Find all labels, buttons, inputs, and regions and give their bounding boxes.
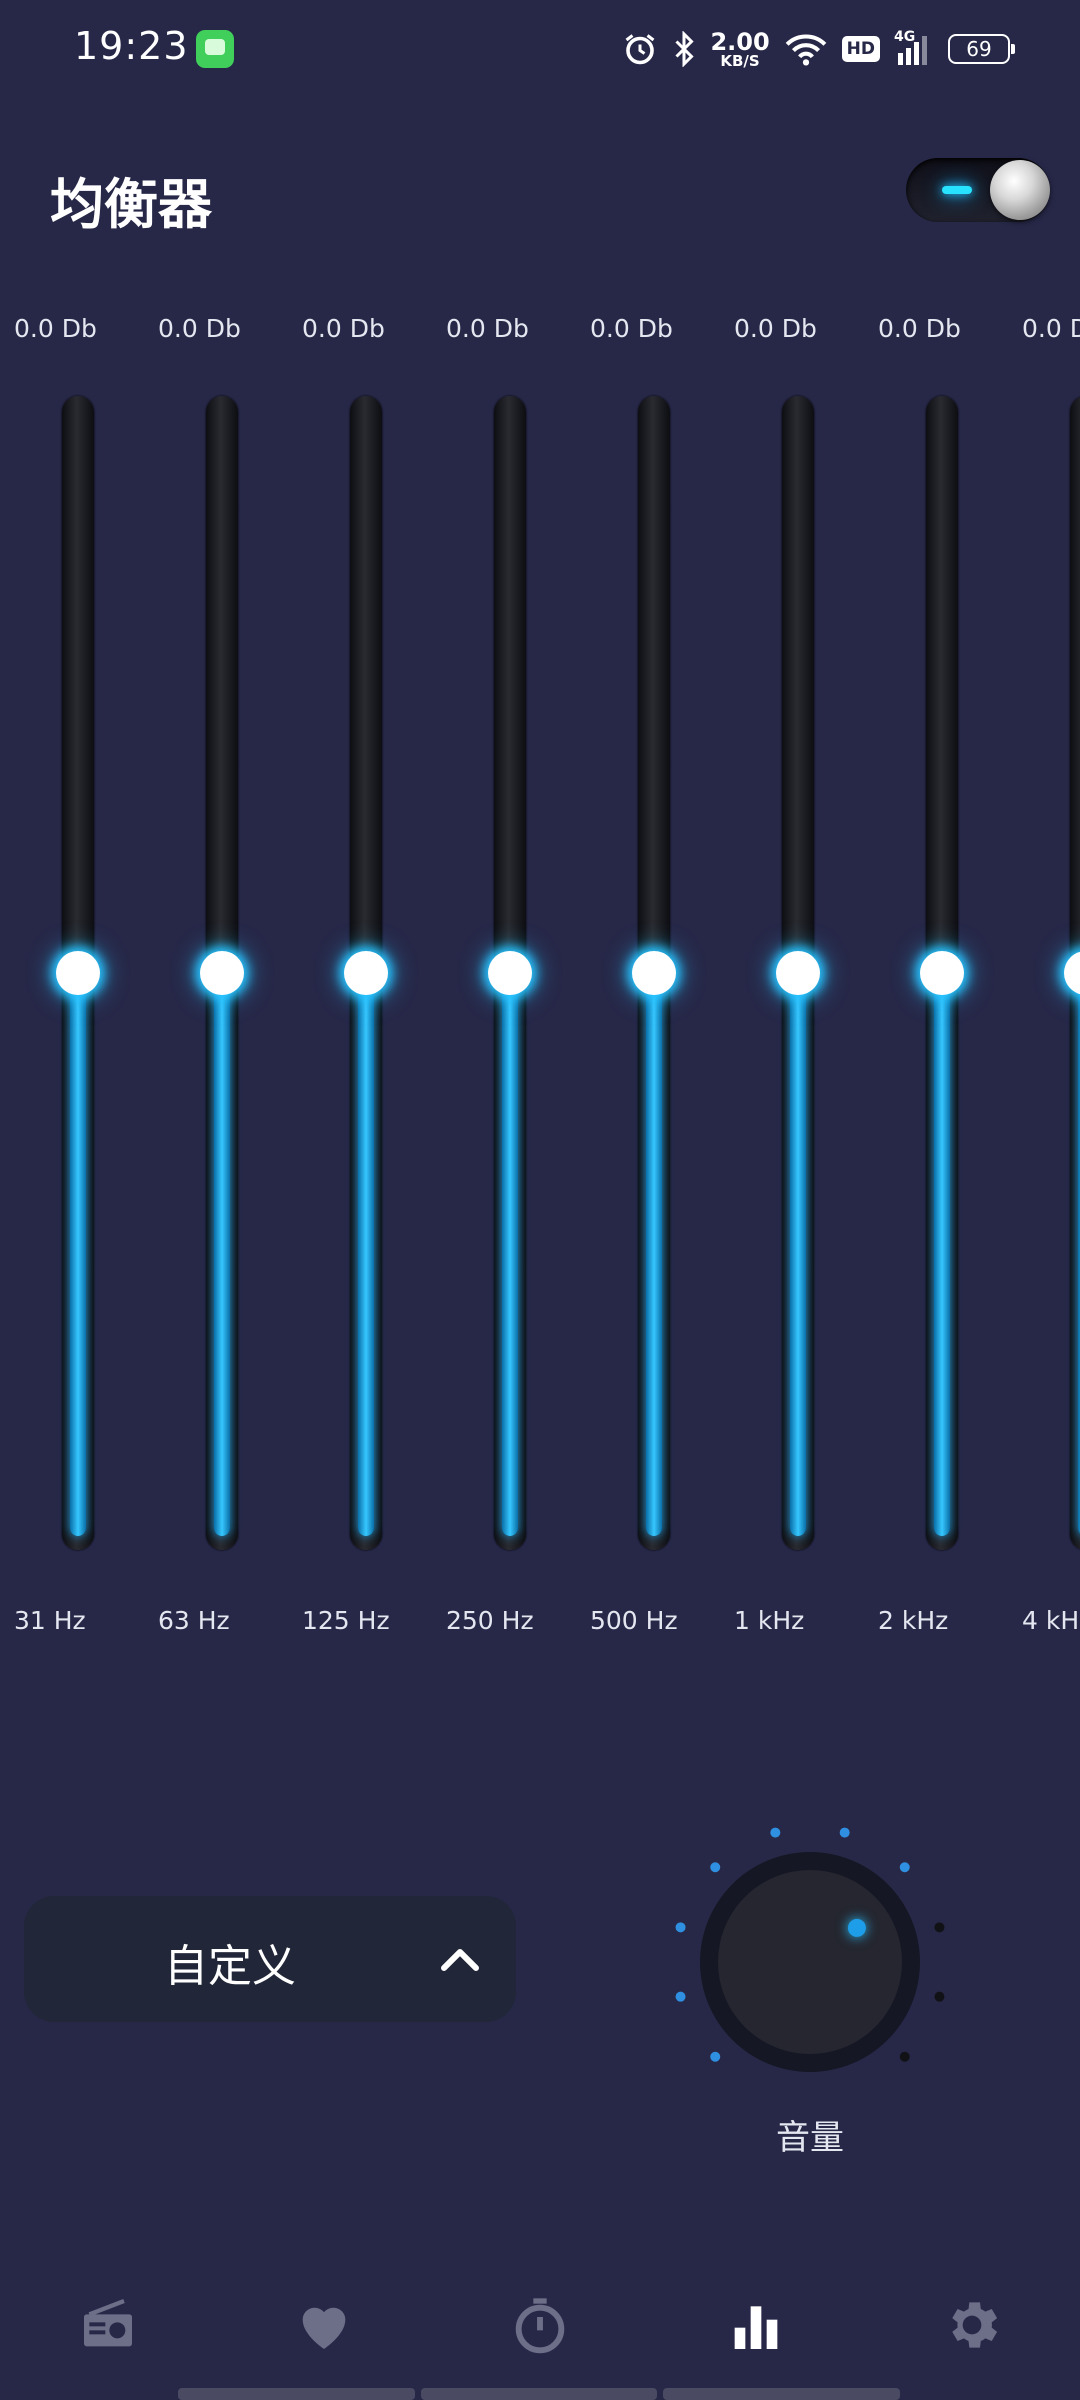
network-speed-value: 2.00 xyxy=(710,27,770,56)
toggle-indicator xyxy=(942,186,972,194)
band-slider-track[interactable] xyxy=(488,396,532,1550)
eq-band: 0.0 Db 31 Hz xyxy=(14,300,134,1680)
band-slider-thumb[interactable] xyxy=(488,951,532,995)
band-slider-fill xyxy=(358,973,374,1536)
knob-pointer xyxy=(847,1918,866,1937)
band-frequency-label: 500 Hz xyxy=(590,1606,678,1635)
band-frequency-label: 2 kHz xyxy=(878,1606,949,1635)
band-slider-thumb[interactable] xyxy=(344,951,388,995)
eq-band: 0.0 Db 63 Hz xyxy=(158,300,278,1680)
band-slider-fill xyxy=(934,973,950,1536)
wifi-icon xyxy=(785,34,826,66)
volume-label: 音量 xyxy=(776,2118,844,2158)
band-frequency-label: 1 kHz xyxy=(734,1606,805,1635)
preset-selector[interactable]: 自定义 xyxy=(24,1896,516,2022)
bottom-nav xyxy=(0,2270,1080,2380)
band-slider-fill xyxy=(70,973,86,1536)
band-frequency-label: 31 Hz xyxy=(14,1606,86,1635)
band-frequency-label: 250 Hz xyxy=(446,1606,534,1635)
preset-label: 自定义 xyxy=(164,1941,296,1992)
heart-icon xyxy=(302,2307,346,2349)
volume-knob[interactable] xyxy=(660,1812,960,2112)
page-title: 均衡器 xyxy=(50,173,212,236)
band-gain-label: 0.0 Db xyxy=(158,314,241,343)
band-gain-label: 0.0 Db xyxy=(878,314,961,343)
band-slider-thumb[interactable] xyxy=(200,951,244,995)
band-slider-thumb[interactable] xyxy=(920,951,964,995)
network-speed-unit: KB/S xyxy=(720,51,760,70)
timer-icon xyxy=(515,2298,565,2354)
volume-scale xyxy=(675,1827,945,2062)
toggle-knob[interactable] xyxy=(990,160,1050,220)
network-speed: 2.00 KB/S xyxy=(710,30,769,69)
nav-favorites[interactable] xyxy=(254,2270,394,2380)
band-slider-fill xyxy=(646,973,662,1536)
eq-band: 0.0 Db 250 Hz xyxy=(446,300,566,1680)
volume-scale-dot xyxy=(839,1827,850,1838)
eq-band: 0.0 Db 500 Hz xyxy=(590,300,710,1680)
band-slider-fill xyxy=(214,973,230,1536)
volume-scale-dot xyxy=(934,1991,945,2002)
band-slider-track[interactable] xyxy=(776,396,820,1550)
radio-icon xyxy=(84,2299,132,2347)
band-slider-thumb[interactable] xyxy=(56,951,100,995)
eq-band: 0.0 Db 4 kHz xyxy=(1022,300,1080,1680)
nav-settings[interactable] xyxy=(902,2270,1042,2380)
band-slider-track[interactable] xyxy=(200,396,244,1550)
messaging-app-icon xyxy=(196,30,234,68)
home-indicator xyxy=(178,2388,901,2400)
band-frequency-label: 4 kHz xyxy=(1022,1606,1080,1635)
band-slider-fill xyxy=(1078,973,1080,1536)
band-slider-thumb[interactable] xyxy=(632,951,676,995)
band-slider-fill xyxy=(502,973,518,1536)
hd-icon: HD xyxy=(841,36,880,62)
band-slider-track[interactable] xyxy=(1064,396,1080,1550)
eq-band: 0.0 Db 2 kHz xyxy=(878,300,998,1680)
gear-icon xyxy=(952,2302,998,2348)
volume-scale-dot xyxy=(899,1862,910,1873)
band-gain-label: 0.0 Db xyxy=(302,314,385,343)
volume-scale-dot xyxy=(934,1922,945,1933)
volume-scale-dot xyxy=(710,1862,721,1873)
battery-level: 69 xyxy=(966,37,992,61)
band-slider-track[interactable] xyxy=(56,396,100,1550)
band-slider-track[interactable] xyxy=(632,396,676,1550)
band-slider-fill xyxy=(790,973,806,1536)
band-slider-track[interactable] xyxy=(344,396,388,1550)
bluetooth-icon xyxy=(675,31,695,67)
band-frequency-label: 63 Hz xyxy=(158,1606,230,1635)
chevron-up-icon xyxy=(441,1949,479,1971)
band-gain-label: 0.0 Db xyxy=(1022,314,1080,343)
signal-icon: 4G xyxy=(894,29,934,67)
eq-band: 0.0 Db 1 kHz xyxy=(734,300,854,1680)
volume-scale-dot xyxy=(675,1922,686,1933)
equalizer-toggle[interactable] xyxy=(906,158,1050,222)
nav-radio[interactable] xyxy=(38,2270,178,2380)
status-icons: 2.00 KB/S HD 4G 69 xyxy=(622,22,1015,76)
volume-scale-dot xyxy=(710,2051,721,2062)
band-slider-thumb[interactable] xyxy=(776,951,820,995)
signal-label: 4G xyxy=(894,29,916,45)
band-gain-label: 0.0 Db xyxy=(446,314,529,343)
nav-timer[interactable] xyxy=(470,2270,610,2380)
equalizer-bands: 0.0 Db 31 Hz 0.0 Db 63 Hz 0.0 Db 125 Hz 0.0 Db… xyxy=(0,300,1080,1680)
knob-face xyxy=(718,1870,902,2054)
eq-band: 0.0 Db 125 Hz xyxy=(302,300,422,1680)
volume-scale-dot xyxy=(899,2051,910,2062)
equalizer-icon xyxy=(734,2306,778,2349)
volume-scale-dot xyxy=(675,1991,686,2002)
band-slider-thumb[interactable] xyxy=(1064,951,1080,995)
band-gain-label: 0.0 Db xyxy=(14,314,97,343)
status-bar: 19:23 2.00 KB/S HD 4G xyxy=(0,0,1080,96)
band-gain-label: 0.0 Db xyxy=(734,314,817,343)
band-gain-label: 0.0 Db xyxy=(590,314,673,343)
volume-scale-dot xyxy=(770,1827,781,1838)
status-time: 19:23 xyxy=(74,24,189,68)
nav-equalizer[interactable] xyxy=(686,2270,826,2380)
alarm-icon xyxy=(626,34,655,65)
band-slider-track[interactable] xyxy=(920,396,964,1550)
band-frequency-label: 125 Hz xyxy=(302,1606,390,1635)
battery-icon: 69 xyxy=(948,34,1015,64)
